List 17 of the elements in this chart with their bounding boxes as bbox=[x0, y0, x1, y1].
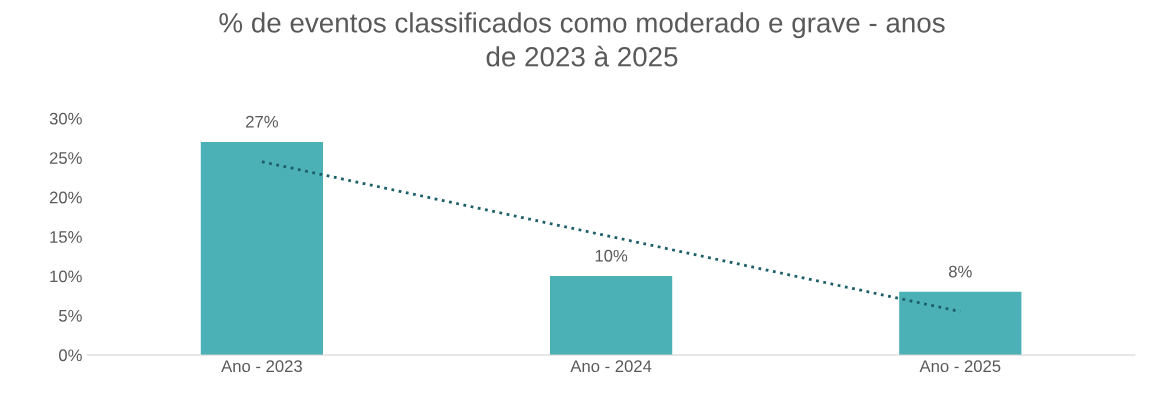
data-label: 27% bbox=[246, 115, 278, 128]
bar bbox=[200, 141, 324, 355]
bar bbox=[899, 291, 1022, 355]
x-tick-label: Ano - 2024 bbox=[570, 360, 652, 373]
y-tick-label: 10% bbox=[50, 270, 82, 283]
x-tick-label: Ano - 2023 bbox=[221, 360, 302, 373]
y-tick-label: 5% bbox=[59, 309, 82, 322]
x-tick-label: Ano - 2025 bbox=[919, 360, 1001, 373]
bar bbox=[549, 276, 673, 355]
data-label: 10% bbox=[595, 249, 628, 262]
data-label: 8% bbox=[948, 265, 972, 278]
y-tick-label: 15% bbox=[50, 231, 82, 243]
y-tick-label: 20% bbox=[49, 191, 82, 204]
y-tick-label: 0% bbox=[59, 349, 82, 362]
y-tick-label: 30% bbox=[49, 112, 82, 125]
chart-title: % de eventos classificados como moderado e grave - anos de 2023 à 2025 bbox=[219, 12, 945, 67]
y-tick-label: 25% bbox=[49, 152, 82, 164]
